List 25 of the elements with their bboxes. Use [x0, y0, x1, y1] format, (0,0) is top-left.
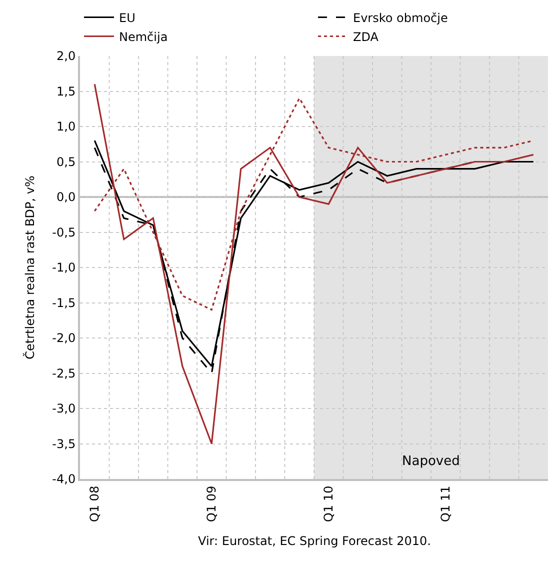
y-tick-label: 1,0: [56, 120, 76, 134]
y-tick-label: 1,5: [56, 84, 76, 98]
x-tick-label: Q1 09: [204, 486, 219, 522]
x-tick-label: Q1 10: [322, 486, 336, 522]
legend-label: ZDA: [353, 30, 380, 44]
y-tick-label: 2,0: [56, 49, 76, 64]
y-tick-label: -2,0: [52, 331, 76, 346]
y-tick-label: -3,5: [52, 436, 76, 451]
y-tick-label: -2,5: [52, 366, 76, 380]
legend-label: Nemčija: [119, 30, 168, 44]
legend-label: Evrsko območje: [353, 10, 448, 25]
x-tick-label: Q1 11: [438, 486, 453, 522]
y-tick-label: -4,0: [52, 472, 76, 486]
line-series: [94, 83, 534, 445]
x-tick-label: Q1 08: [88, 486, 102, 522]
y-tick-label: -3,0: [52, 402, 76, 416]
y-tick-label: -1,0: [52, 260, 76, 275]
annotation: Napoved: [402, 454, 460, 469]
y-tick-label: 0,5: [56, 154, 76, 169]
y-tick-label: -1,5: [52, 296, 76, 310]
text: Vir: Eurostat, EC Spring Forecast 2010.: [198, 534, 431, 548]
y-tick-label: 0,0: [56, 190, 76, 204]
legend-label: EU: [119, 10, 136, 25]
y-axis-title: Četrtletna realna rast BDP, v%: [22, 176, 37, 360]
y-tick-label: -0,5: [52, 225, 76, 240]
